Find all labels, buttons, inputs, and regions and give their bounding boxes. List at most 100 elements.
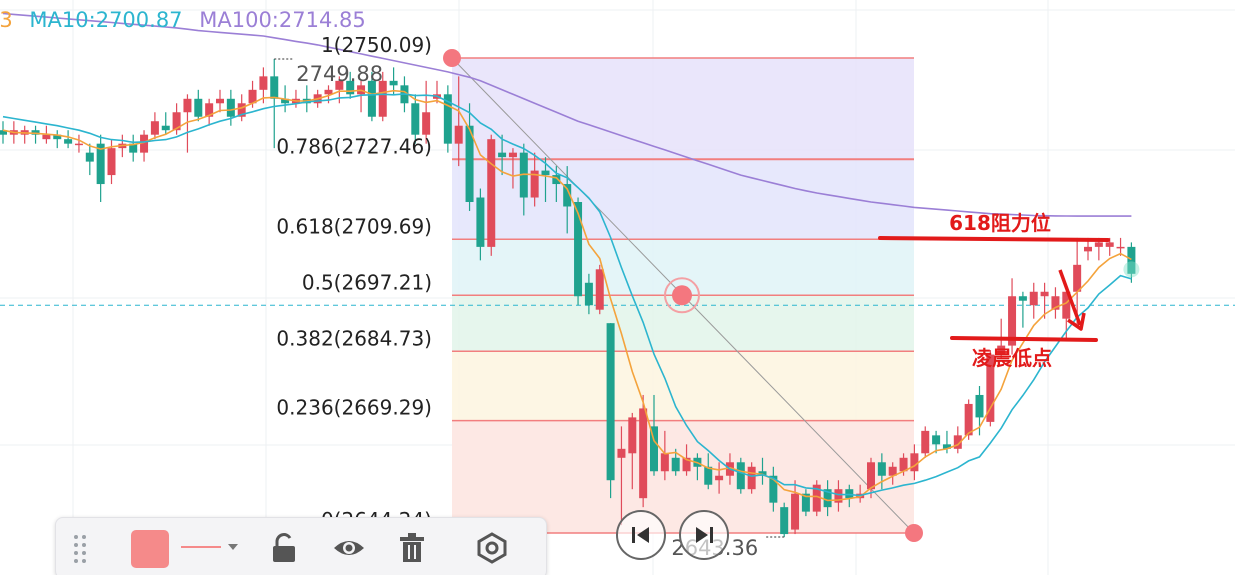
candle-body (519, 152, 528, 198)
candle-body (1018, 296, 1027, 301)
down-arrow-shaft (1058, 269, 1082, 326)
fib-handle-end (905, 524, 923, 542)
candle-body (172, 112, 181, 131)
candle-body (96, 143, 105, 185)
candle-body (281, 98, 290, 104)
settings-button[interactable] (476, 532, 508, 564)
candle-body (1073, 264, 1082, 292)
candle-body (259, 76, 268, 90)
candle-body (595, 269, 604, 310)
candle-body (823, 489, 832, 508)
candle-body (237, 103, 246, 117)
candle-body (801, 493, 810, 512)
candle-body (584, 282, 593, 306)
candle-body (530, 170, 539, 198)
candle-body (107, 148, 116, 176)
candle-body (563, 184, 572, 207)
drag-handle-icon[interactable] (64, 532, 96, 564)
candle-body (226, 98, 235, 117)
candle-body (910, 453, 919, 472)
fib-zones (452, 58, 914, 533)
legend-ma5: 33 (0, 8, 13, 32)
visibility-button[interactable] (332, 532, 364, 564)
candle-body (487, 139, 496, 247)
drawing-toolbar (55, 517, 547, 575)
skip-forward-icon (696, 527, 713, 543)
candle-body (704, 466, 713, 485)
fib-handle-mid (672, 285, 692, 306)
candle-body (324, 89, 333, 95)
lock-button[interactable] (268, 532, 300, 564)
candle-body (150, 121, 159, 135)
ma-legend: 33 MA10:2700.87 MA100:2714.85 (0, 8, 376, 32)
candle-body (617, 448, 626, 458)
candle-body (454, 125, 463, 144)
jump-end-button[interactable] (679, 510, 729, 560)
candle-body (715, 475, 724, 481)
jump-start-button[interactable] (616, 510, 666, 560)
legend-ma10: MA10:2700.87 (29, 8, 183, 32)
candle-body (867, 462, 875, 490)
candle-body (997, 345, 1006, 355)
candle-body (1029, 291, 1038, 306)
candle-body (639, 408, 648, 499)
candle-body (682, 457, 691, 472)
high-price-label: 2749.88 (296, 62, 383, 86)
candle-body (476, 197, 485, 247)
candle-body (1116, 246, 1125, 249)
fib-handles[interactable] (443, 49, 923, 542)
candle-body (1040, 291, 1049, 297)
candle-body (411, 103, 420, 135)
candle-body (899, 457, 908, 472)
fib-level-labels: 1(2750.09) 0.786(2727.46) 0.618(2709.69) 0.… (276, 33, 432, 532)
fib-handle-start (443, 49, 461, 67)
candle-body (508, 152, 517, 158)
candle-body (1105, 242, 1114, 247)
last-candle-glow (1123, 261, 1140, 278)
hexagon-settings-icon (477, 532, 507, 564)
candle-body (953, 435, 962, 449)
candle-body (129, 143, 138, 153)
candle-body (791, 493, 800, 530)
ma-short-line (2, 89, 1132, 502)
candle-body (1084, 246, 1092, 252)
candle-body (85, 152, 94, 162)
eye-icon (334, 541, 364, 555)
candle-body (671, 457, 680, 472)
fib-zone-0.382 (452, 351, 914, 421)
delete-button[interactable] (396, 532, 428, 564)
trash-icon (400, 533, 424, 562)
candle-body (1008, 296, 1017, 346)
fib-zone-0 (452, 420, 914, 533)
candle-body (205, 103, 214, 117)
line-style-dropdown[interactable] (181, 540, 245, 554)
candle-body (964, 403, 973, 436)
candle-body (1127, 246, 1136, 274)
candle-body (834, 489, 843, 503)
candle-body (74, 143, 83, 146)
candle-body (194, 98, 203, 117)
candle-body (812, 484, 821, 512)
candle-body (42, 134, 51, 140)
resistance-line (878, 236, 1110, 242)
candle-body (888, 466, 897, 476)
candle-body (552, 175, 561, 185)
candle-body (0, 130, 7, 135)
candle-body (877, 462, 886, 476)
color-swatch-button[interactable] (131, 530, 169, 568)
candle-body (942, 444, 951, 449)
candle-body (932, 435, 941, 445)
candle-body (140, 134, 149, 153)
candle-body (541, 170, 550, 176)
fib-label-0.382: 0.382(2684.73) (276, 326, 432, 350)
candle-body (422, 112, 431, 135)
candle-body (1051, 296, 1060, 310)
annotation-early-low: 凌晨低点 (972, 346, 1052, 370)
fib-label-0.5: 0.5(2697.21) (302, 270, 432, 294)
candle-body (183, 98, 192, 113)
candle-body (389, 80, 398, 86)
candle-body (64, 139, 73, 144)
